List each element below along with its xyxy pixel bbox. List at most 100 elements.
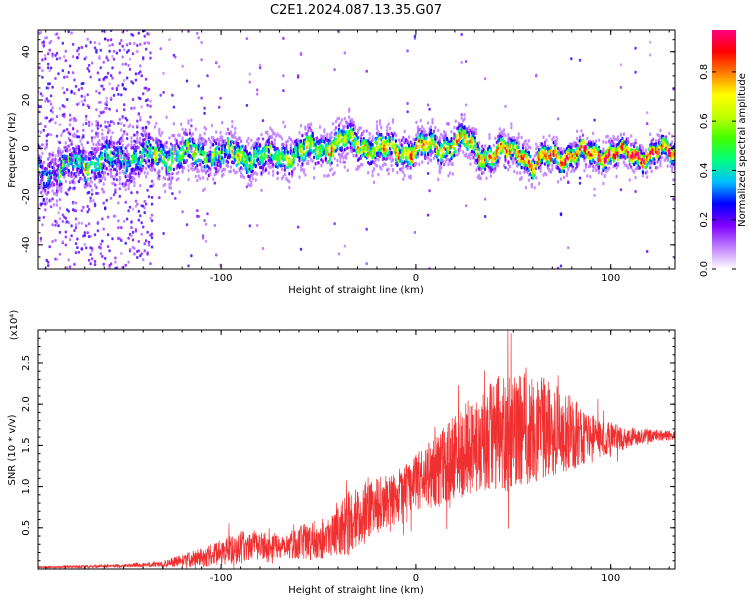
spectrogram-cell xyxy=(54,157,57,162)
spectrogram-noise xyxy=(206,169,209,173)
spectrogram-cell xyxy=(402,165,405,170)
spectrogram-noise xyxy=(68,113,72,117)
spectrogram-noise xyxy=(89,234,92,238)
spectrogram-noise xyxy=(130,226,133,230)
spectrogram-cell xyxy=(386,148,389,153)
spectrogram-noise xyxy=(137,218,140,222)
spectrogram-noise xyxy=(123,103,126,107)
spectrogram-cell xyxy=(533,170,536,174)
spectrogram-cell xyxy=(549,145,552,150)
spectrogram-noise xyxy=(123,219,126,223)
spectrogram-cell xyxy=(346,168,349,173)
spectrogram-cell xyxy=(437,177,440,182)
spectrogram-noise xyxy=(215,61,218,65)
spectrogram-noise xyxy=(44,54,47,57)
spectrogram-noise xyxy=(101,217,104,221)
spectrogram-noise xyxy=(115,172,119,176)
spectrogram-noise xyxy=(123,124,126,127)
spectrogram-noise xyxy=(365,227,368,231)
spectrogram-cell xyxy=(340,154,343,158)
spectrogram-cell xyxy=(377,152,380,156)
spectrogram-cell xyxy=(241,167,244,171)
spectrogram-cell xyxy=(209,167,212,171)
spectrogram-cell xyxy=(96,131,99,136)
spectrogram-cell xyxy=(516,171,519,175)
spectrogram-noise xyxy=(137,112,140,116)
spectrogram-cell xyxy=(313,166,316,170)
spectrogram-noise xyxy=(109,74,113,78)
spectrogram-noise xyxy=(112,141,116,145)
spectrogram-noise xyxy=(139,115,142,119)
spectrogram-cell xyxy=(267,150,270,154)
spectrogram-noise xyxy=(168,136,171,140)
spectrogram-cell xyxy=(494,166,497,170)
spectrogram-cell xyxy=(441,150,444,154)
spectrogram-noise xyxy=(261,137,265,141)
spectrogram-cell xyxy=(432,129,435,134)
spectrogram-noise xyxy=(118,71,121,75)
spectrogram-noise xyxy=(124,263,127,267)
spectrogram-cell xyxy=(111,157,114,161)
spectrogram-cell xyxy=(242,152,246,156)
spectrogram-noise xyxy=(104,207,107,211)
spectrogram-noise xyxy=(149,104,152,108)
spectrogram-cell xyxy=(555,138,558,142)
spectrogram-cell xyxy=(513,169,516,174)
spectrogram-noise xyxy=(245,185,249,189)
spectrogram-noise xyxy=(48,82,51,86)
spectrogram-cell xyxy=(283,168,286,172)
spectrogram-noise xyxy=(101,255,104,258)
spectrogram-noise xyxy=(57,72,60,76)
spectrogram-cell xyxy=(437,151,440,155)
spectrogram-noise xyxy=(114,190,117,194)
spectrogram-noise xyxy=(76,129,79,133)
spectrogram-noise xyxy=(58,141,62,145)
spectrogram-noise xyxy=(106,71,110,75)
spectrogram-cell xyxy=(453,146,456,151)
spectrogram-cell xyxy=(532,176,535,181)
spectrogram-cell xyxy=(370,152,373,156)
spectrogram-noise xyxy=(55,257,59,261)
spectrogram-noise xyxy=(89,262,92,266)
spectrogram-noise xyxy=(127,64,130,67)
spectrogram-noise xyxy=(101,128,104,132)
spectrogram-cell xyxy=(318,125,322,129)
spectrogram-cell xyxy=(207,137,210,141)
spectrogram-noise xyxy=(483,215,487,218)
spectrogram-noise xyxy=(73,262,76,266)
spectrogram-noise xyxy=(343,51,346,55)
spectrogram-noise xyxy=(70,90,73,94)
spectrogram-noise xyxy=(159,155,162,159)
spectrogram-cell xyxy=(110,138,113,142)
spectrogram-noise xyxy=(96,127,100,130)
spectrogram-noise xyxy=(133,246,136,250)
spectrogram-noise xyxy=(248,80,251,84)
spectrogram-cell xyxy=(384,145,387,149)
spectrogram-noise xyxy=(139,141,142,145)
spectrogram-cell xyxy=(158,127,161,132)
spectrogram-cell xyxy=(60,133,63,138)
spectrogram-cell xyxy=(314,142,317,147)
spectrogram-noise xyxy=(77,180,81,184)
spectrogram-noise xyxy=(111,237,114,241)
spectrogram-cell xyxy=(86,177,89,182)
spectrogram-cell xyxy=(229,130,232,134)
spectrogram-noise xyxy=(147,195,151,199)
spectrogram-cell xyxy=(475,131,478,136)
spectrogram-noise xyxy=(131,98,135,101)
spectrogram-noise xyxy=(95,108,98,112)
spectrogram-noise xyxy=(121,62,124,66)
spectrogram-cell xyxy=(513,136,516,140)
spectrogram-noise xyxy=(73,229,76,232)
spectrogram-cell xyxy=(454,149,457,154)
spectrogram-cell xyxy=(158,170,161,174)
spectrogram-cell xyxy=(337,116,341,121)
spectrogram-noise xyxy=(136,256,139,259)
spectrogram-cell xyxy=(333,171,336,175)
spectrogram-cell xyxy=(444,134,447,138)
spectrogram-noise xyxy=(108,249,111,253)
spectrogram-cell xyxy=(110,169,113,174)
spectrogram-noise xyxy=(87,208,91,211)
spectrogram-noise xyxy=(146,230,149,234)
spectrogram-noise xyxy=(85,118,88,122)
